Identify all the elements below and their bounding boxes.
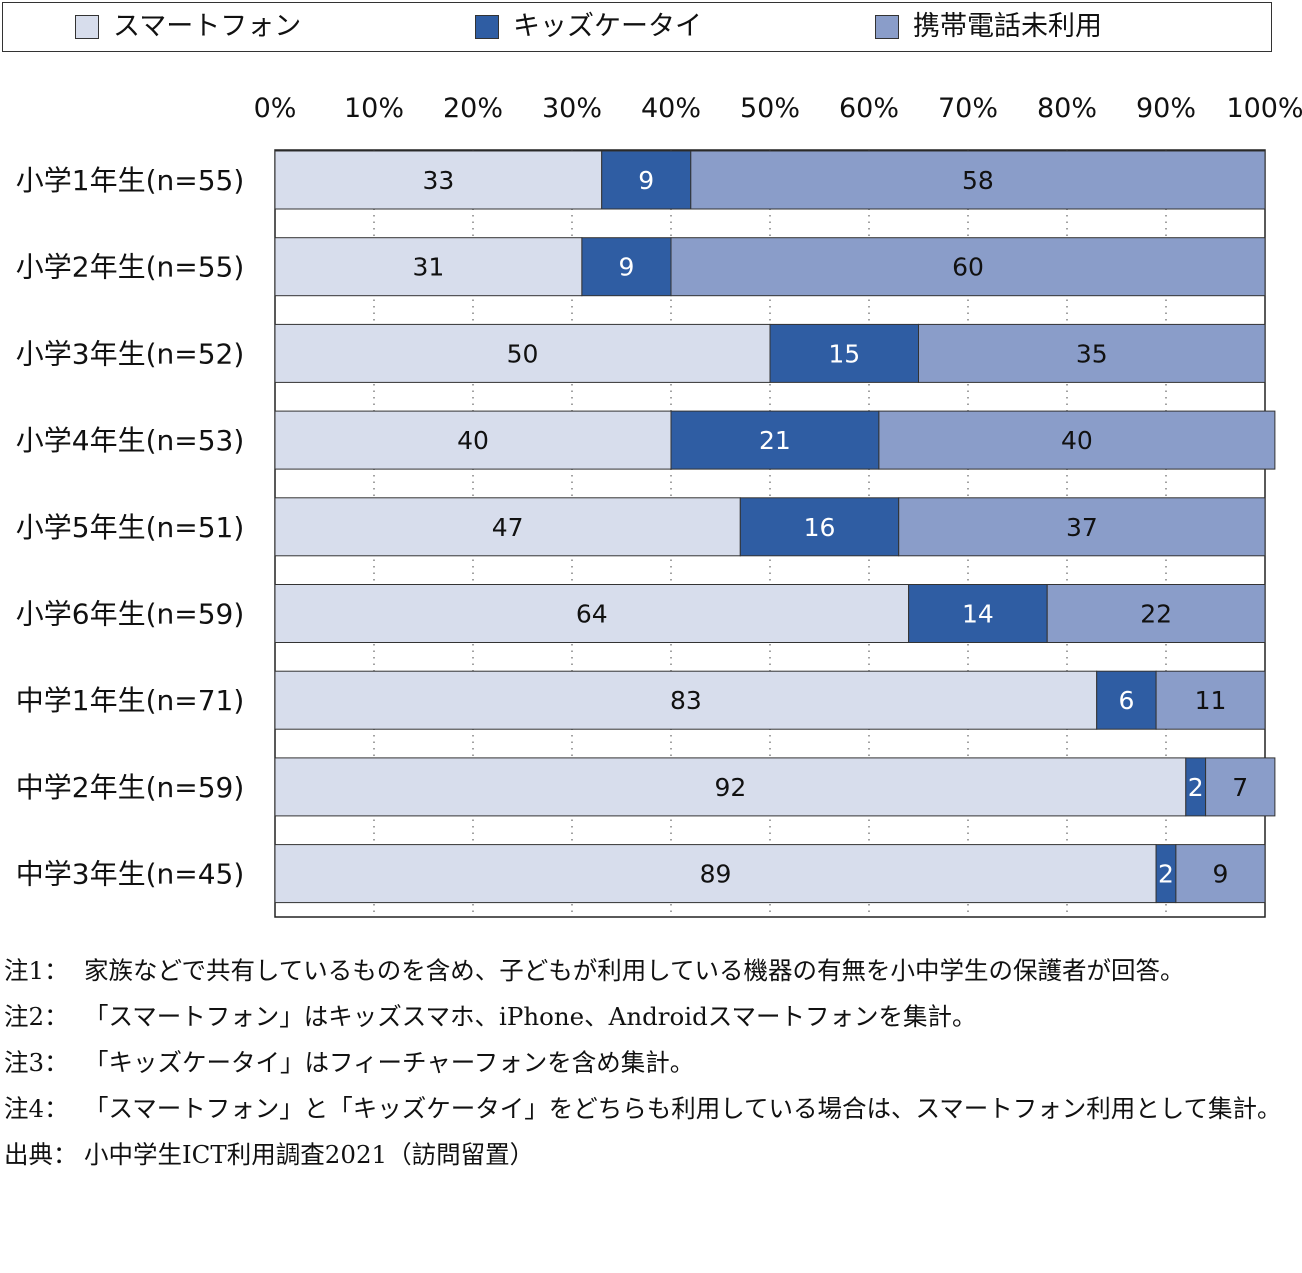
bar-segment	[274, 844, 1157, 904]
bar-segment	[274, 497, 741, 557]
note-item: 注1： 家族などで共有しているものを含め、子どもが利用している機器の有無を小中学生…	[4, 948, 1296, 994]
data-label: 2	[1158, 860, 1174, 889]
bar-segment	[1046, 584, 1266, 643]
x-tick-label: 80%	[1037, 93, 1097, 124]
legend-item-no-phone: 携帯電話未利用	[875, 12, 1102, 42]
category-label: 中学1年生(n=71)	[16, 684, 245, 717]
bar-segment	[1205, 757, 1276, 817]
x-tick-label: 50%	[740, 93, 800, 124]
bar-segment	[274, 323, 771, 383]
data-label: 40	[457, 426, 489, 455]
x-tick-label: 10%	[344, 93, 404, 124]
data-label: 9	[638, 166, 654, 195]
data-label: 89	[700, 860, 732, 889]
data-label: 9	[618, 253, 634, 282]
bar-segment	[670, 237, 1266, 297]
category-label: 小学4年生(n=53)	[16, 424, 245, 457]
note-key: 注1：	[4, 956, 69, 985]
note-item: 注3： 「キッズケータイ」はフィーチャーフォンを含め集計。	[4, 1040, 1296, 1086]
note-text: 「スマートフォン」はキッズスマホ、iPhone、Androidスマートフォンを集…	[84, 1002, 977, 1031]
note-key: 注4：	[4, 1094, 69, 1123]
category-label: 中学2年生(n=59)	[16, 771, 245, 804]
note-item: 注4： 「スマートフォン」と「キッズケータイ」をどちらも利用している場合は、スマー…	[4, 1086, 1296, 1132]
data-label: 35	[1076, 339, 1108, 368]
x-tick-label: 30%	[542, 93, 602, 124]
note-item: 注2： 「スマートフォン」はキッズスマホ、iPhone、Androidスマートフォ…	[4, 994, 1296, 1040]
bar-segment	[739, 497, 900, 557]
data-label: 6	[1118, 686, 1134, 715]
bar-segment	[690, 150, 1266, 210]
bar-segment	[274, 757, 1187, 817]
x-tick-label: 100%	[1226, 93, 1302, 124]
legend-swatch-smartphone	[75, 15, 99, 39]
category-label: 小学3年生(n=52)	[16, 337, 245, 370]
legend-item-kids-phone: キッズケータイ	[475, 12, 702, 42]
bar-segment	[601, 150, 692, 210]
data-label: 15	[828, 339, 860, 368]
x-tick-label: 70%	[938, 93, 998, 124]
note-text: 家族などで共有しているものを含め、子どもが利用している機器の有無を小中学生の保護…	[84, 956, 1185, 985]
x-tick-label: 20%	[443, 93, 503, 124]
legend-label-kids-phone: キッズケータイ	[513, 11, 702, 42]
data-label: 47	[492, 513, 524, 542]
legend-swatch-no-phone	[875, 15, 899, 39]
data-label: 22	[1140, 600, 1172, 629]
legend-label-smartphone: スマートフォン	[113, 11, 302, 42]
data-label: 16	[804, 513, 836, 542]
note-text: 「スマートフォン」と「キッズケータイ」をどちらも利用している場合は、スマートフォ…	[84, 1094, 1282, 1123]
data-label: 2	[1188, 773, 1204, 802]
bar-segment	[769, 323, 919, 383]
x-tick-label: 60%	[839, 93, 899, 124]
x-tick-label: 40%	[641, 93, 701, 124]
category-label: 小学6年生(n=59)	[16, 598, 245, 631]
note-item: 出典： 小中学生ICT利用調査2021（訪問留置）	[4, 1132, 1296, 1178]
bar-segment	[1175, 844, 1266, 904]
chart-notes: 注1： 家族などで共有しているものを含め、子どもが利用している機器の有無を小中学生…	[4, 948, 1296, 1178]
bar-segment	[274, 670, 1098, 730]
data-label: 58	[962, 166, 994, 195]
bar-segment	[274, 237, 583, 297]
data-label: 21	[759, 426, 791, 455]
note-text: 「キッズケータイ」はフィーチャーフォンを含め集計。	[84, 1048, 695, 1077]
note-key: 出典：	[4, 1140, 78, 1169]
data-label: 40	[1061, 426, 1093, 455]
bar-segment	[670, 410, 880, 470]
data-label: 64	[576, 600, 608, 629]
bar-segment	[918, 323, 1266, 383]
bar-segment	[1155, 670, 1266, 730]
data-label: 83	[670, 686, 702, 715]
legend-item-smartphone: スマートフォン	[75, 12, 301, 42]
data-label: 37	[1066, 513, 1098, 542]
category-label: 小学1年生(n=55)	[16, 164, 245, 197]
legend-label-no-phone: 携帯電話未利用	[913, 11, 1102, 42]
stacked-bar-chart: 0% 10% 20% 30% 40% 50% 60% 70% 80% 90% 100% 小学1年生(n…	[16, 93, 1302, 918]
x-tick-label: 0%	[254, 93, 297, 124]
note-text: 小中学生ICT利用調査2021（訪問留置）	[84, 1140, 535, 1169]
bar-segment	[898, 497, 1266, 557]
category-label: 小学5年生(n=51)	[16, 511, 245, 544]
x-tick-label: 90%	[1136, 93, 1196, 124]
data-label: 50	[507, 339, 539, 368]
data-label: 31	[413, 253, 445, 282]
note-key: 注2：	[4, 1002, 69, 1031]
bar-segment	[908, 584, 1048, 643]
data-label: 14	[962, 600, 994, 629]
bar-segment	[274, 410, 672, 470]
bar-segment	[274, 584, 910, 643]
bar-segment	[274, 150, 603, 210]
note-key: 注3：	[4, 1048, 69, 1077]
data-label: 33	[422, 166, 454, 195]
data-label: 9	[1212, 860, 1228, 889]
data-label: 92	[714, 773, 746, 802]
data-label: 7	[1232, 773, 1248, 802]
bar-segment	[878, 410, 1276, 470]
bar-segment	[1096, 670, 1157, 730]
chart-legend: スマートフォン キッズケータイ 携帯電話未利用	[2, 2, 1272, 52]
data-label: 60	[952, 253, 984, 282]
category-label: 小学2年生(n=55)	[16, 251, 245, 284]
data-label: 11	[1195, 686, 1227, 715]
category-label: 中学3年生(n=45)	[16, 858, 245, 891]
bar-segment	[581, 237, 672, 297]
legend-swatch-kids-phone	[475, 15, 499, 39]
